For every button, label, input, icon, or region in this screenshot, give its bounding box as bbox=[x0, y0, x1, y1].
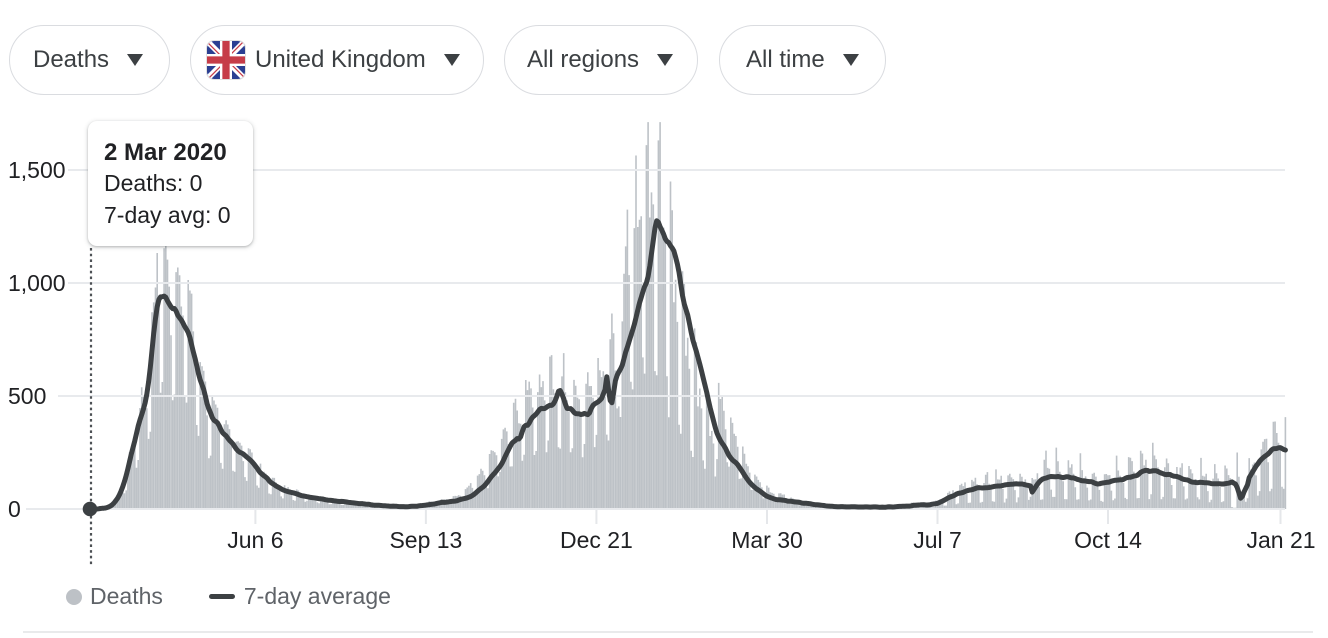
svg-text:Mar 30: Mar 30 bbox=[731, 527, 803, 553]
svg-text:Jul 7: Jul 7 bbox=[913, 527, 962, 553]
svg-text:Jan 21: Jan 21 bbox=[1246, 527, 1315, 553]
svg-text:0: 0 bbox=[8, 496, 21, 522]
svg-text:Sep 13: Sep 13 bbox=[389, 527, 462, 553]
svg-text:1,000: 1,000 bbox=[8, 270, 66, 296]
svg-text:Jun 6: Jun 6 bbox=[227, 527, 283, 553]
svg-text:Dec 21: Dec 21 bbox=[560, 527, 633, 553]
svg-text:Oct 14: Oct 14 bbox=[1074, 527, 1142, 553]
svg-text:500: 500 bbox=[8, 383, 46, 409]
svg-text:1,500: 1,500 bbox=[8, 157, 66, 183]
